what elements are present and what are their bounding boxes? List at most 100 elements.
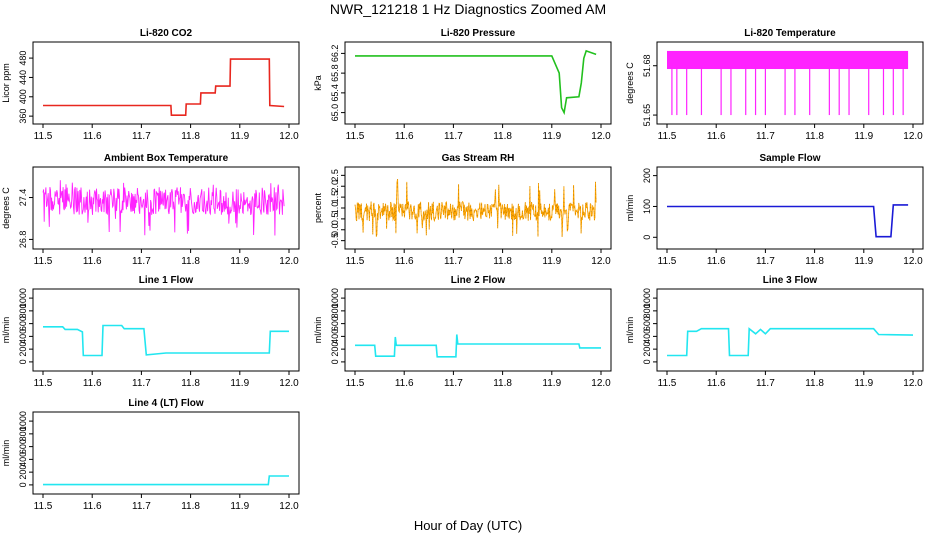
series-group (43, 475, 289, 486)
x-tick-label: 11.8 (493, 256, 512, 267)
x-tick-label: 11.7 (132, 256, 151, 267)
x-tick-label: 11.7 (444, 378, 463, 389)
y-tick-label: 65.8 (330, 64, 340, 82)
x-tick-label: 11.7 (132, 131, 151, 142)
y-tick-label: 0 (330, 359, 340, 364)
x-tick-label: 11.8 (181, 501, 200, 512)
y-tick-label: 2.5 (330, 169, 340, 182)
series-group (667, 50, 909, 116)
series-line (43, 324, 289, 357)
x-tick-label: 11.9 (854, 256, 873, 267)
y-tick-label: 400 (330, 329, 340, 344)
x-tick-label: 11.5 (658, 378, 677, 389)
series-group (43, 324, 289, 357)
x-tick-label: 11.8 (181, 131, 200, 142)
y-tick-label: 1000 (18, 288, 28, 308)
x-tick-label: 11.6 (395, 131, 414, 142)
x-tick-label: 12.0 (279, 378, 299, 389)
x-axis-caption: Hour of Day (UTC) (413, 518, 523, 533)
panel-title: Line 2 Flow (451, 275, 506, 286)
x-tick-label: 11.9 (542, 131, 561, 142)
x-tick-label: 12.0 (591, 256, 611, 267)
y-tick-label: 65.4 (330, 84, 340, 102)
y-tick-label: 0 (642, 359, 652, 364)
y-tick-label: 1.0 (330, 202, 340, 215)
panel-title: Line 4 (LT) Flow (128, 398, 204, 409)
y-tick-label: 600 (642, 316, 652, 331)
y-tick-label: 1000 (642, 288, 652, 308)
series-noise (42, 180, 285, 236)
y-tick-label: 1000 (18, 411, 28, 431)
x-tick-label: 11.5 (34, 378, 53, 389)
series-group (355, 49, 597, 116)
series-group (355, 334, 601, 358)
panel-title: Line 3 Flow (763, 275, 818, 286)
x-tick-label: 11.5 (346, 131, 365, 142)
series-line (667, 327, 914, 357)
y-tick-label: 480 (18, 51, 28, 66)
y-tick-label: 2.0 (330, 180, 340, 193)
x-tick-label: 12.0 (591, 131, 611, 142)
y-tick-label: 26.8 (18, 231, 28, 249)
series-line (43, 58, 285, 116)
plot-frame (656, 41, 924, 125)
x-tick-label: 12.0 (591, 378, 611, 389)
y-axis-label: ml/min (1, 440, 11, 467)
y-tick-label: 600 (18, 316, 28, 331)
y-tick-label: 440 (18, 70, 28, 85)
series-group (42, 180, 285, 236)
y-tick-label: 800 (642, 303, 652, 318)
panel-title: Gas Stream RH (442, 153, 515, 164)
x-tick-label: 11.9 (854, 378, 873, 389)
x-tick-label: 11.9 (230, 131, 249, 142)
x-tick-label: 11.9 (854, 131, 873, 142)
x-tick-label: 12.0 (903, 256, 923, 267)
x-tick-label: 12.0 (279, 501, 299, 512)
x-tick-label: 11.9 (230, 378, 249, 389)
y-tick-label: 800 (18, 303, 28, 318)
x-tick-label: 11.5 (34, 256, 53, 267)
y-tick-label: 0 (18, 482, 28, 487)
x-tick-label: 11.9 (542, 378, 561, 389)
y-tick-label: 200 (18, 342, 28, 357)
y-tick-label: 200 (18, 465, 28, 480)
series-line (355, 334, 601, 358)
x-tick-label: 11.8 (805, 378, 824, 389)
y-axis-label: Licor ppm (1, 63, 11, 103)
series-group (667, 204, 909, 238)
y-tick-label: 360 (18, 109, 28, 124)
x-tick-label: 11.8 (493, 378, 512, 389)
chart-panel: Line 2 Flow ml/min 11.5 11.6 11.7 11.8 11.9 12.… (313, 275, 612, 389)
x-tick-label: 11.5 (346, 256, 365, 267)
y-tick-label: 65.0 (330, 104, 340, 122)
y-axis-label: degrees C (625, 62, 635, 104)
panel-title: Li-820 CO2 (140, 28, 193, 39)
plot-frame (32, 41, 300, 125)
chart-panel: Gas Stream RH percent 11.5 11.6 11.7 11.8 11.9… (313, 153, 612, 267)
y-axis-label: ml/min (625, 195, 635, 222)
x-tick-label: 11.5 (34, 501, 53, 512)
panel-title: Ambient Box Temperature (104, 153, 229, 164)
panel-title: Line 1 Flow (139, 275, 194, 286)
chart-panel: Li-820 Temperature degrees C 11.5 11.6 11.7 1… (625, 28, 924, 142)
y-tick-label: 51.65 (642, 104, 652, 127)
x-tick-label: 11.7 (756, 378, 775, 389)
y-tick-label: 200 (330, 342, 340, 357)
plot-frame (344, 288, 612, 372)
x-tick-label: 11.8 (493, 131, 512, 142)
y-tick-label: 0 (642, 235, 652, 240)
y-tick-label: 66.2 (330, 45, 340, 63)
y-tick-label: 1000 (330, 288, 340, 308)
y-axis-label: ml/min (625, 317, 635, 344)
x-tick-label: 11.7 (132, 378, 151, 389)
x-tick-label: 11.6 (83, 256, 102, 267)
y-tick-label: 800 (330, 303, 340, 318)
series-line (667, 204, 909, 238)
x-tick-label: 11.6 (83, 131, 102, 142)
y-tick-label: -0.5 (330, 233, 340, 249)
plot-frame (344, 41, 612, 125)
y-tick-label: 27.4 (18, 189, 28, 207)
chart-panel: Line 4 (LT) Flow ml/min 11.5 11.6 11.7 11.8 11… (1, 398, 300, 512)
x-tick-label: 11.8 (805, 256, 824, 267)
